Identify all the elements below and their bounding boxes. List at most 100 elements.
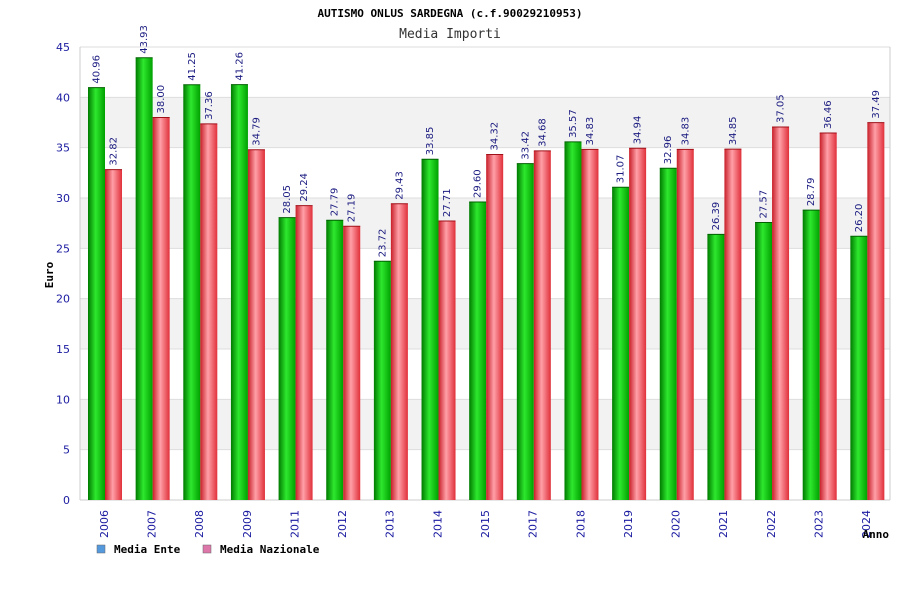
chart-subtitle: Media Importi (399, 27, 501, 42)
data-label-media-nazionale: 37.36 (204, 91, 215, 120)
bar-media-ente (516, 163, 534, 500)
bar-media-nazionale (533, 150, 551, 500)
data-label-media-nazionale: 32.82 (109, 137, 120, 166)
bar-media-ente (135, 57, 153, 500)
x-tick-label: 2011 (288, 510, 301, 538)
y-tick-label: 35 (56, 142, 70, 155)
y-axis: 0 5 10 15 20 25 30 35 40 45 (56, 41, 70, 507)
chart-title: AUTISMO ONLUS SARDEGNA (c.f.90029210953) (318, 7, 583, 20)
data-label-media-ente: 27.57 (759, 190, 770, 219)
x-tick-label: 2018 (574, 510, 587, 538)
x-tick-label: 2007 (145, 510, 158, 538)
bar-media-ente (850, 236, 868, 500)
bar-media-ente (230, 84, 248, 501)
bar-media-nazionale (486, 154, 504, 500)
bars-group (88, 57, 885, 501)
data-label-media-ente: 26.39 (711, 202, 722, 231)
bar-media-ente (659, 168, 677, 500)
data-label-media-ente: 28.79 (806, 178, 817, 207)
data-label-media-ente: 32.96 (663, 136, 674, 165)
data-label-media-ente: 43.93 (139, 25, 150, 54)
x-tick-label: 2012 (336, 510, 349, 538)
y-tick-label: 25 (56, 242, 70, 255)
x-tick-label: 2013 (384, 510, 397, 538)
x-tick-label: 2017 (527, 510, 540, 538)
bar-media-nazionale (772, 127, 790, 500)
bar-media-ente (612, 187, 630, 500)
x-tick-label: 2022 (765, 510, 778, 538)
legend-swatch (202, 544, 212, 554)
data-label-media-nazionale: 29.24 (299, 173, 310, 202)
data-label-media-nazionale: 34.83 (585, 117, 596, 146)
bar-media-nazionale (247, 149, 265, 500)
x-tick-label: 2019 (622, 510, 635, 538)
data-labels-group: 40.96 32.82 43.93 38.00 41.25 37.36 41.26 34.79… (92, 25, 882, 257)
bar-media-ente (802, 210, 820, 500)
x-tick-label: 2024 (860, 510, 873, 538)
bar-media-ente (755, 222, 773, 500)
data-label-media-ente: 23.72 (377, 229, 388, 258)
data-label-media-nazionale: 34.94 (633, 116, 644, 145)
data-label-media-nazionale: 34.68 (537, 118, 548, 147)
bar-media-ente (421, 159, 439, 500)
data-label-media-nazionale: 37.49 (871, 90, 882, 119)
bar-media-ente (88, 87, 105, 500)
data-label-media-nazionale: 29.43 (394, 171, 405, 200)
bar-media-nazionale (629, 148, 647, 500)
x-tick-label: 2006 (98, 510, 111, 538)
bar-media-ente (469, 202, 487, 500)
data-label-media-ente: 28.05 (282, 185, 293, 214)
data-label-media-ente: 40.96 (92, 55, 103, 84)
data-label-media-ente: 41.25 (187, 52, 198, 81)
x-axis: 2006 2007 2008 2009 2011 2012 2013 2014 2015 2017… (98, 510, 873, 538)
bar-media-ente (183, 84, 201, 500)
data-label-media-ente: 33.85 (425, 127, 436, 156)
bar-media-ente (278, 217, 296, 500)
x-tick-label: 2014 (431, 510, 444, 538)
data-label-media-nazionale: 34.32 (490, 122, 501, 151)
data-label-media-ente: 35.57 (568, 109, 579, 138)
y-tick-label: 15 (56, 343, 70, 356)
bar-media-nazionale (581, 149, 599, 501)
x-tick-label: 2023 (813, 510, 826, 538)
data-label-media-ente: 29.60 (473, 169, 484, 198)
legend-label: Media Ente (114, 543, 181, 556)
x-tick-label: 2021 (717, 510, 730, 538)
bar-media-ente (373, 261, 391, 500)
bar-media-nazionale (390, 203, 408, 500)
y-tick-label: 10 (56, 393, 70, 406)
data-label-media-ente: 26.20 (854, 204, 865, 233)
y-tick-label: 45 (56, 41, 70, 54)
bar-media-nazionale (152, 117, 170, 500)
bar-media-ente (326, 220, 344, 501)
data-label-media-ente: 31.07 (616, 155, 627, 184)
y-axis-label: Euro (43, 261, 56, 288)
x-axis-label: Anno (863, 528, 890, 541)
data-label-media-ente: 33.42 (520, 131, 531, 160)
data-label-media-nazionale: 37.05 (776, 94, 787, 123)
y-tick-label: 40 (56, 91, 70, 104)
data-label-media-ente: 27.79 (330, 188, 341, 217)
bar-media-ente (564, 141, 582, 501)
legend: Media Ente Media Nazionale (96, 543, 320, 556)
bar-media-nazionale (438, 221, 456, 500)
data-label-media-nazionale: 34.79 (251, 117, 262, 146)
data-label-media-nazionale: 34.85 (728, 117, 739, 146)
bar-media-nazionale (676, 149, 694, 501)
legend-swatch (96, 544, 106, 554)
bar-media-nazionale (343, 226, 361, 500)
data-label-media-nazionale: 27.19 (347, 194, 358, 223)
bar-media-nazionale (105, 169, 122, 500)
data-label-media-nazionale: 38.00 (156, 85, 167, 114)
bar-media-nazionale (295, 205, 313, 500)
bar-media-nazionale (200, 123, 218, 500)
data-label-media-nazionale: 36.46 (823, 100, 834, 129)
x-tick-label: 2009 (241, 510, 254, 538)
y-tick-label: 30 (56, 192, 70, 205)
x-tick-label: 2015 (479, 510, 492, 538)
bar-media-nazionale (819, 132, 837, 500)
bar-media-nazionale (724, 149, 742, 500)
bar-media-ente (707, 234, 725, 500)
